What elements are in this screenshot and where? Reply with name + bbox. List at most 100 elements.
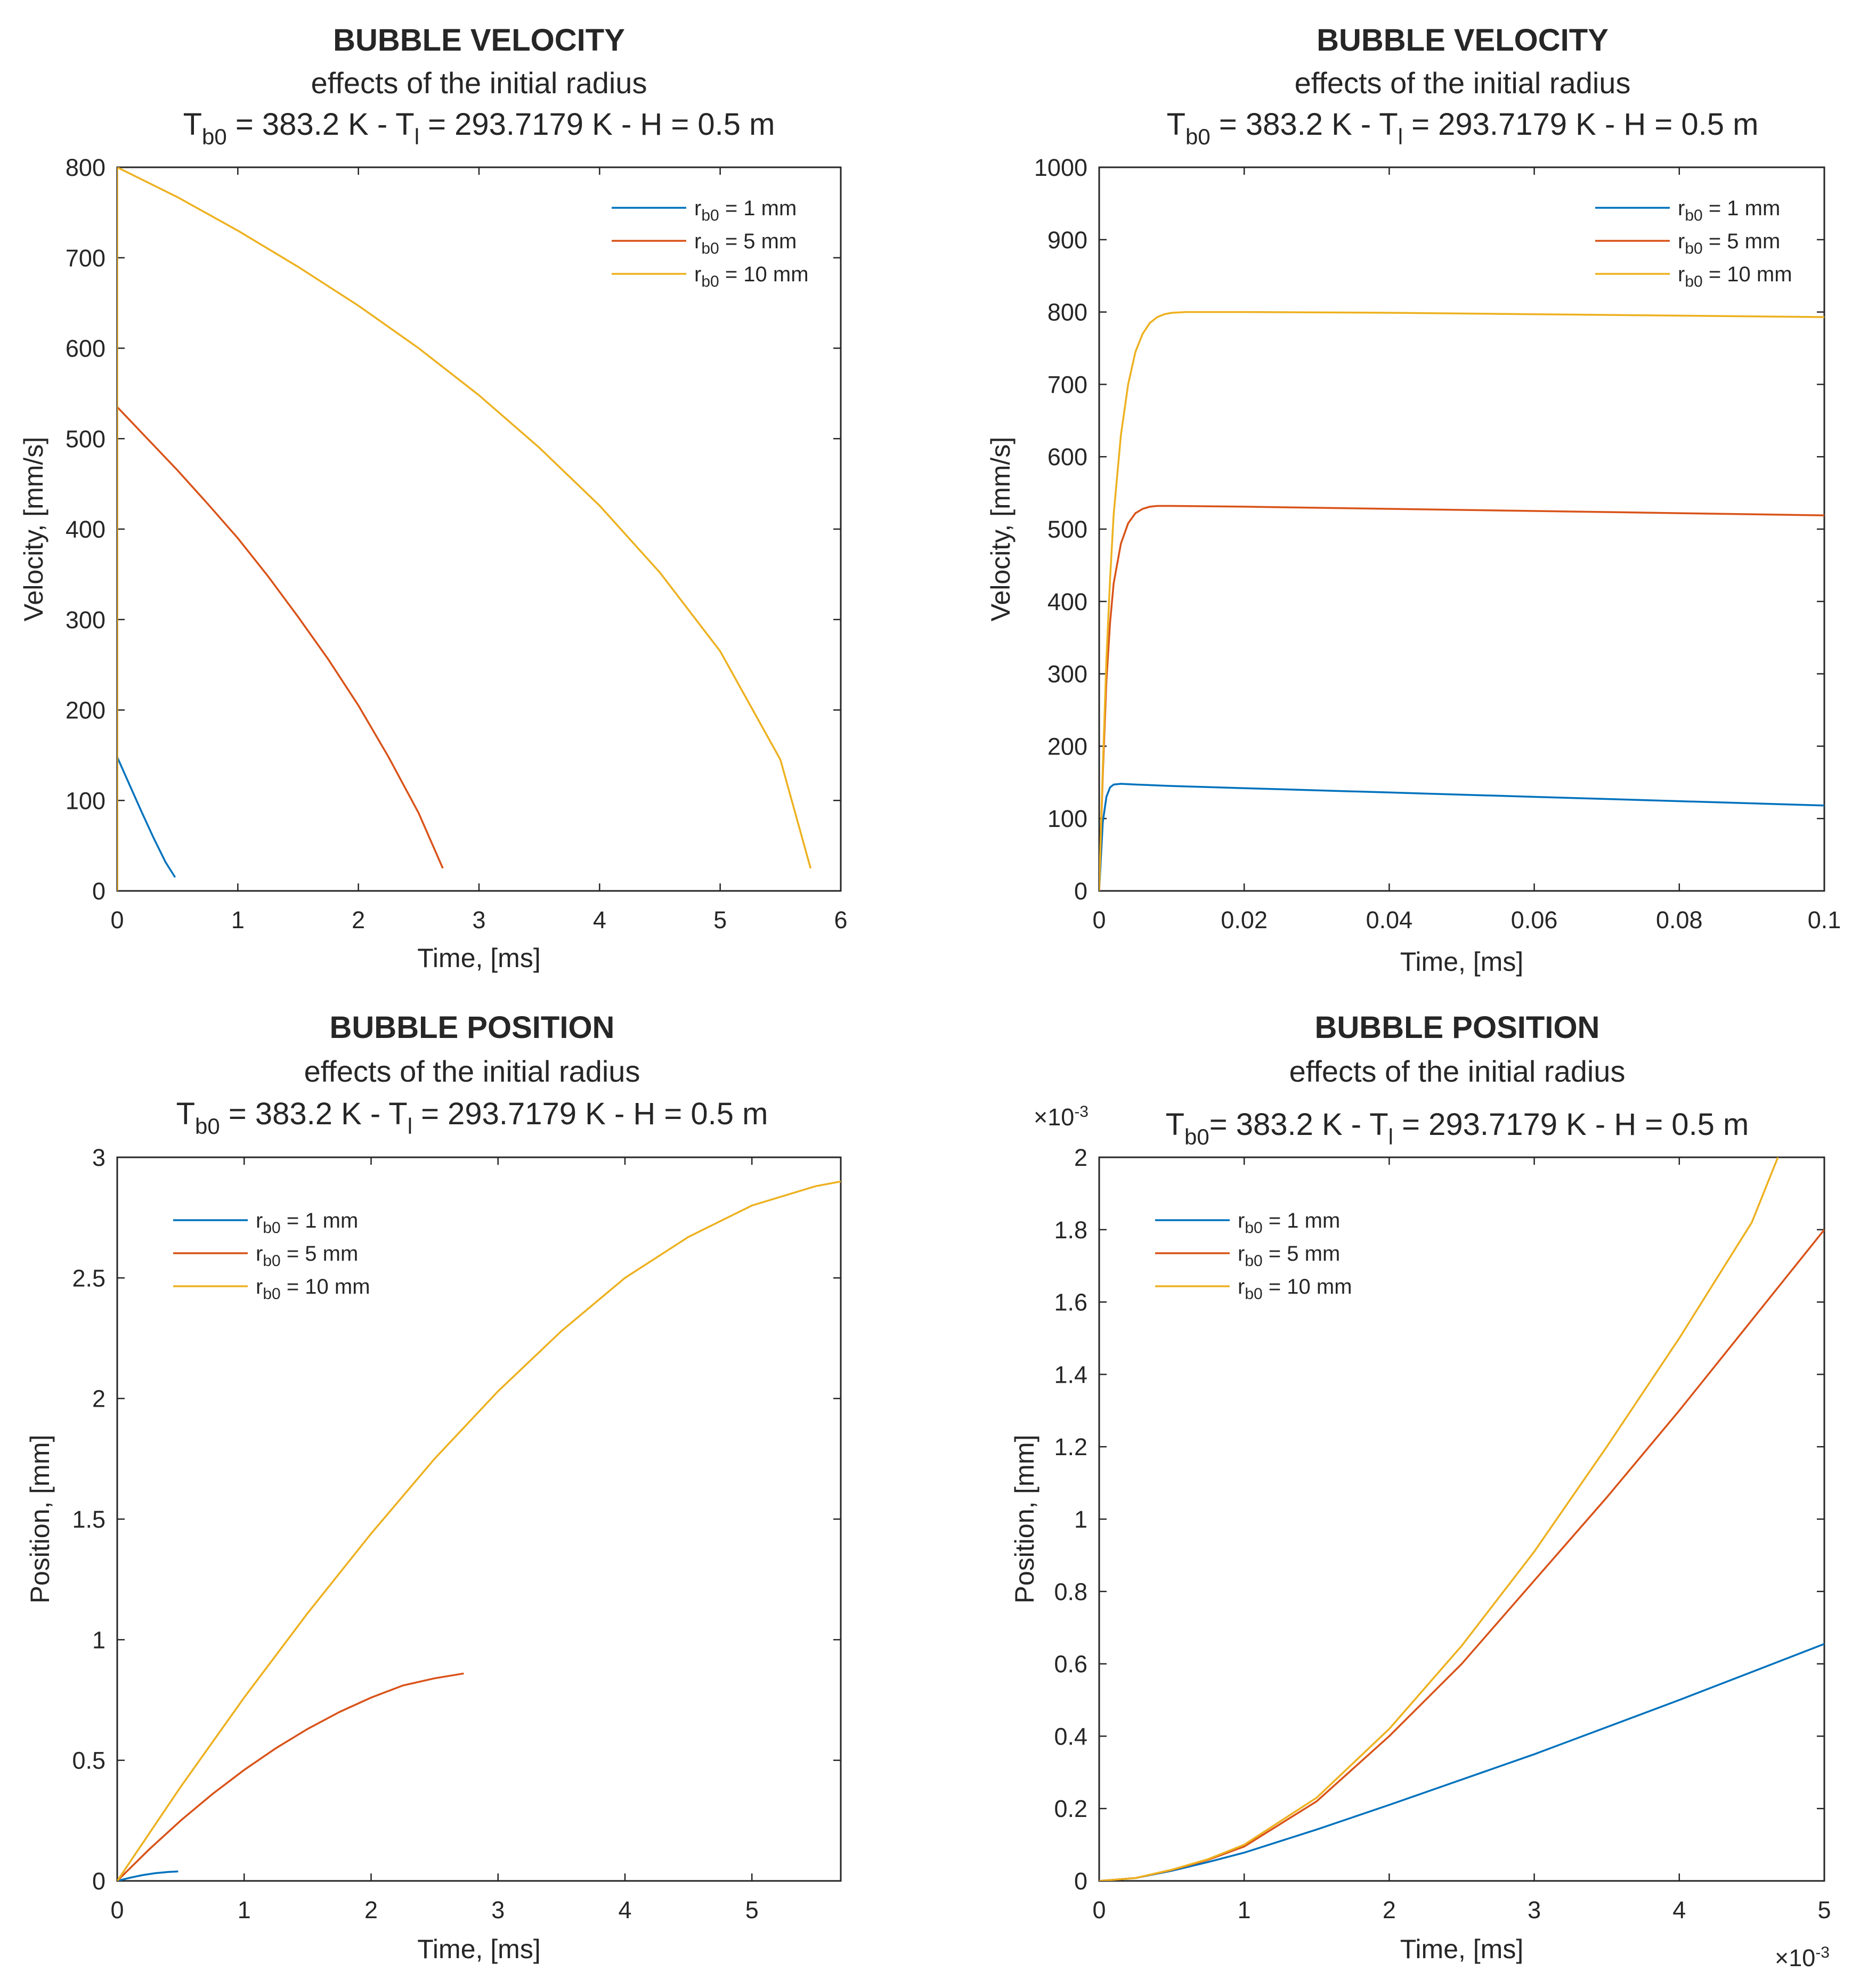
series-line-1: [117, 757, 176, 891]
legend-label: rb0 = 1 mm: [1238, 1209, 1340, 1237]
y-tick-label: 0: [1074, 878, 1087, 905]
x-tick-label: 0: [110, 906, 124, 934]
legend-label: rb0 = 10 mm: [256, 1275, 370, 1303]
x-axis-exponent: ×10-3: [1775, 1944, 1830, 1971]
y-tick-label: 0.2: [1054, 1795, 1087, 1822]
chart-panel-4: BUBBLE POSITION effects of the initial ra…: [1010, 1010, 1831, 1971]
y-tick-label: 1.6: [1054, 1289, 1087, 1316]
x-tick-label: 1: [231, 906, 245, 934]
y-tick-label: 600: [66, 335, 105, 362]
chart-parameters: Tb0= 383.2 K - Tl = 293.7179 K - H = 0.5…: [1166, 1107, 1749, 1149]
chart-parameters: Tb0 = 383.2 K - Tl = 293.7179 K - H = 0.…: [1167, 107, 1759, 149]
chart-title: BUBBLE VELOCITY: [333, 23, 625, 58]
y-tick-label: 500: [1047, 516, 1087, 543]
chart-panel-2: BUBBLE VELOCITY effects of the initial ra…: [986, 23, 1841, 977]
x-tick-label: 1: [238, 1896, 251, 1924]
x-tick-label: 0: [110, 1896, 124, 1924]
x-tick-label: 0.08: [1656, 906, 1703, 934]
y-axis-label: Velocity, [mm/s]: [19, 437, 48, 621]
y-tick-label: 1.8: [1054, 1216, 1087, 1244]
y-tick-label: 100: [1047, 805, 1087, 832]
series-line-3: [1099, 311, 1824, 891]
y-tick-label: 2: [92, 1385, 105, 1413]
x-tick-label: 5: [713, 906, 727, 934]
chart-title: BUBBLE POSITION: [1315, 1010, 1600, 1045]
legend: rb0 = 1 mm rb0 = 5 mm rb0 = 10 mm: [1155, 1209, 1352, 1303]
x-tick-label: 4: [618, 1896, 631, 1924]
x-tick-label: 5: [1817, 1896, 1831, 1924]
plot-area: [116, 166, 842, 892]
y-tick-label: 700: [1047, 371, 1087, 398]
y-tick-label: 100: [66, 787, 105, 814]
y-tick-label: 1.5: [72, 1506, 105, 1533]
y-tick-label: 300: [66, 606, 105, 634]
x-axis-label: Time, [ms]: [417, 1934, 540, 1964]
chart-subtitle: effects of the initial radius: [1295, 66, 1631, 100]
y-tick-label: 3: [92, 1144, 105, 1171]
x-tick-label: 3: [1528, 1896, 1541, 1924]
plot-area: [1098, 1156, 1825, 1882]
chart-parameters: Tb0 = 383.2 K - Tl = 293.7179 K - H = 0.…: [183, 107, 775, 149]
y-tick-label: 800: [1047, 299, 1087, 326]
chart-title: BUBBLE POSITION: [330, 1010, 615, 1045]
x-tick-label: 0.04: [1366, 906, 1413, 934]
y-tick-label: 0: [92, 878, 105, 905]
y-tick-label: 0.4: [1054, 1723, 1087, 1750]
legend-label: rb0 = 1 mm: [1678, 197, 1780, 224]
y-tick-label: 1: [1074, 1506, 1087, 1533]
legend-label: rb0 = 10 mm: [1238, 1275, 1352, 1303]
plot-area: [116, 1156, 842, 1882]
y-tick-label: 1.2: [1054, 1433, 1087, 1460]
x-tick-label: 3: [472, 906, 485, 934]
y-tick-label: 0: [92, 1868, 105, 1895]
y-tick-label: 400: [1047, 588, 1087, 615]
series-line-3: [117, 1180, 841, 1881]
x-tick-label: 0: [1092, 906, 1106, 934]
legend: rb0 = 1 mm rb0 = 5 mm rb0 = 10 mm: [612, 197, 809, 290]
series-line-3: [117, 167, 812, 891]
legend-label: rb0 = 5 mm: [694, 230, 797, 257]
chart-title: BUBBLE VELOCITY: [1317, 23, 1609, 58]
y-tick-label: 1000: [1034, 154, 1087, 181]
chart-parameters: Tb0 = 383.2 K - Tl = 293.7179 K - H = 0.…: [176, 1097, 768, 1139]
y-tick-label: 2: [1074, 1144, 1087, 1171]
series-line-1: [117, 1870, 178, 1881]
y-tick-label: 200: [66, 697, 105, 724]
legend-label: rb0 = 10 mm: [694, 263, 809, 290]
legend-label: rb0 = 1 mm: [256, 1209, 358, 1237]
x-tick-label: 5: [745, 1896, 759, 1924]
y-axis-label: Position, [mm]: [25, 1435, 55, 1604]
y-tick-label: 2.5: [72, 1264, 105, 1292]
x-tick-label: 4: [1672, 1896, 1686, 1924]
x-tick-label: 2: [352, 906, 365, 934]
y-tick-label: 300: [1047, 661, 1087, 688]
y-tick-label: 900: [1047, 226, 1087, 254]
x-tick-label: 3: [491, 1896, 505, 1924]
series-line-2: [117, 405, 444, 891]
legend: rb0 = 1 mm rb0 = 5 mm rb0 = 10 mm: [1595, 197, 1792, 290]
legend-label: rb0 = 10 mm: [1678, 263, 1792, 290]
chart-subtitle: effects of the initial radius: [311, 66, 647, 100]
legend-label: rb0 = 5 mm: [256, 1242, 358, 1270]
x-axis-label: Time, [ms]: [1400, 947, 1523, 977]
y-axis-exponent: ×10-3: [1034, 1103, 1089, 1131]
y-tick-label: 600: [1047, 443, 1087, 470]
x-axis-label: Time, [ms]: [417, 943, 540, 973]
legend: rb0 = 1 mm rb0 = 5 mm rb0 = 10 mm: [173, 1209, 370, 1303]
chart-subtitle: effects of the initial radius: [304, 1054, 640, 1088]
y-tick-label: 800: [66, 154, 105, 181]
legend-label: rb0 = 1 mm: [694, 197, 797, 224]
x-tick-label: 2: [364, 1896, 378, 1924]
x-tick-label: 1: [1238, 1896, 1251, 1924]
legend-label: rb0 = 5 mm: [1678, 230, 1780, 257]
plot-area: [1098, 166, 1825, 892]
y-tick-label: 1: [92, 1626, 105, 1653]
y-tick-label: 1.4: [1054, 1361, 1087, 1388]
series-line-2: [117, 1672, 464, 1881]
y-axis-label: Position, [mm]: [1010, 1435, 1039, 1604]
chart-panel-3: BUBBLE POSITION effects of the initial ra…: [25, 1010, 842, 1964]
x-tick-label: 4: [593, 906, 606, 934]
x-tick-label: 0.02: [1221, 906, 1268, 934]
chart-panel-1: BUBBLE VELOCITY effects of the initial ra…: [19, 23, 848, 973]
